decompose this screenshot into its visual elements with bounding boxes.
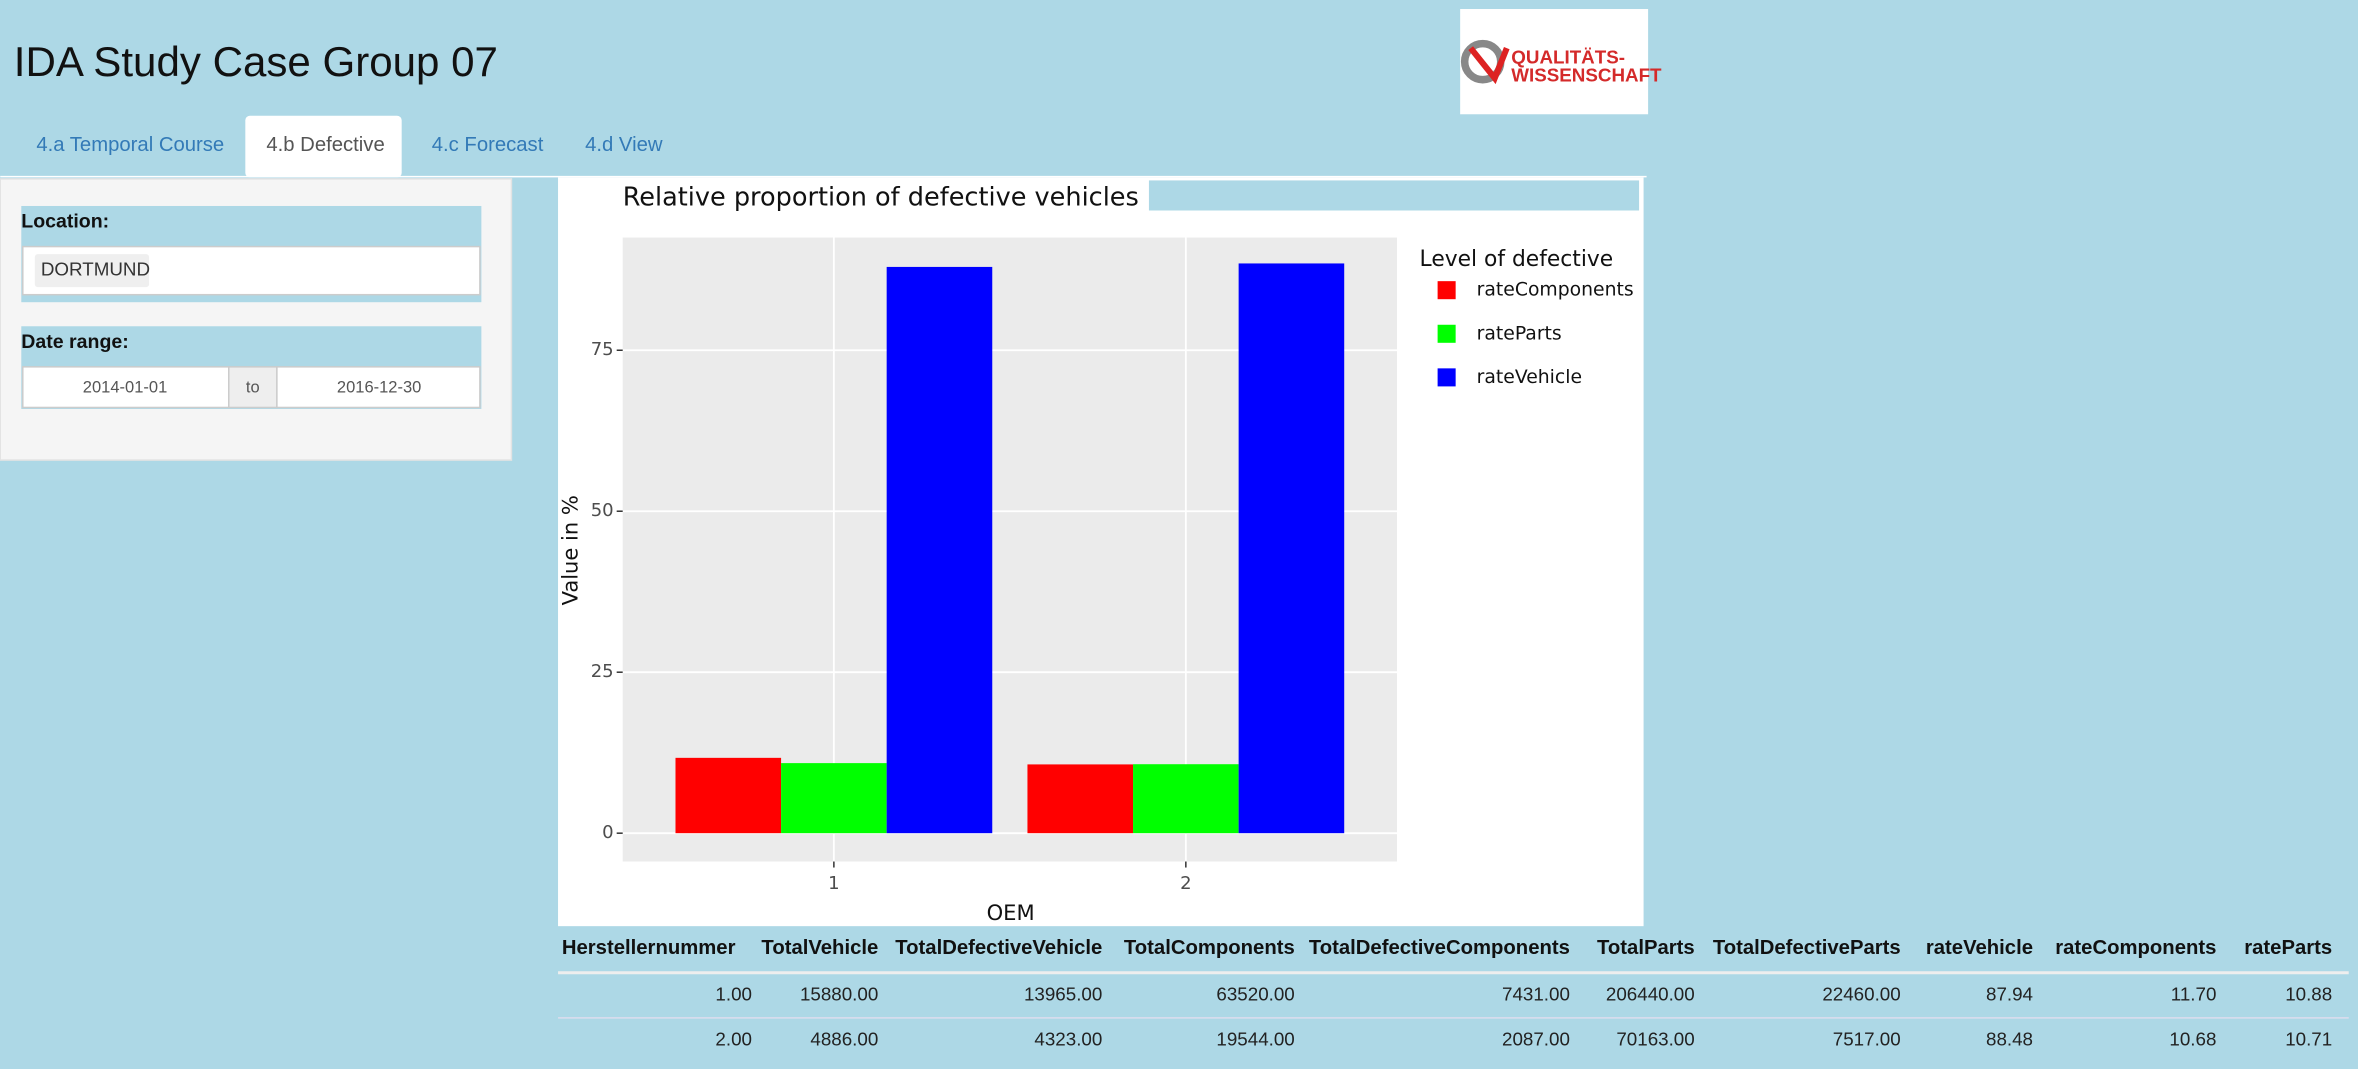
y-tick-label: 75 (591, 339, 614, 360)
cell: 206440.00 (1606, 983, 1695, 1004)
cell: 63520.00 (1216, 983, 1294, 1004)
cell: 1.00 (715, 983, 752, 1004)
logo-box (1460, 9, 1649, 115)
date-end-input[interactable] (276, 366, 481, 409)
x-axis-title: OEM (987, 900, 1035, 925)
y-tick-label: 0 (602, 822, 613, 843)
logo: QUALITÄTS- WISSENSCHAFT (1460, 9, 1662, 115)
cell: 70163.00 (1616, 1028, 1694, 1049)
bar (886, 266, 993, 834)
bar (781, 763, 887, 834)
logo-text: QUALITÄTS- (1511, 47, 1625, 68)
tab[interactable]: 4.b Defective (266, 134, 384, 156)
legend-key (1437, 324, 1456, 343)
cell: 2.00 (715, 1028, 752, 1049)
cell: 7431.00 (1502, 983, 1570, 1004)
column-header: rateComponents (2055, 937, 2216, 959)
tab[interactable]: 4.d View (585, 134, 663, 156)
date-sep: to (246, 377, 260, 396)
column-header: TotalComponents (1124, 937, 1295, 959)
chart: Relative proportion of defective vehicle… (558, 177, 1644, 927)
tab[interactable]: 4.c Forecast (432, 134, 544, 156)
tabs: 4.a Temporal Course 4.b Defective 4.c Fore… (36, 115, 663, 178)
legend-label: rateVehicle (1477, 367, 1582, 388)
location-tag[interactable] (34, 254, 150, 288)
data-table: Herstellernummer TotalVehicle TotalDefecti… (558, 937, 2349, 1049)
field-label: Date range: (21, 331, 128, 353)
cell: 88.48 (1986, 1028, 2033, 1049)
cell: 10.88 (2285, 983, 2332, 1004)
legend-label: rateComponents (1477, 280, 1634, 301)
column-header: TotalParts (1597, 937, 1695, 959)
overlay-strip (1148, 180, 1640, 211)
column-header: TotalVehicle (761, 937, 878, 959)
x-tick-label: 1 (828, 873, 839, 894)
chart-title: Relative proportion of defective vehicle… (623, 182, 1139, 212)
field-label: Location: (21, 211, 109, 233)
date-start: 2014-01-01 (83, 377, 167, 396)
legend-key (1437, 368, 1456, 387)
bar (1238, 263, 1345, 834)
column-header: TotalDefectiveParts (1713, 937, 1901, 959)
bar (1027, 764, 1134, 834)
cell: 10.68 (2169, 1028, 2216, 1049)
tab[interactable]: 4.a Temporal Course (36, 134, 224, 156)
x-tick-label: 2 (1180, 873, 1191, 894)
column-header: rateVehicle (1926, 937, 2033, 959)
date-separator (228, 366, 278, 409)
location-value: DORTMUND (41, 259, 150, 280)
cell: 4323.00 (1034, 1028, 1102, 1049)
column-header: TotalDefectiveVehicle (895, 937, 1102, 959)
cell: 19544.00 (1216, 1028, 1294, 1049)
date-end: 2016-12-30 (337, 377, 421, 396)
y-axis-title: Value in % (558, 495, 583, 605)
legend-key (1437, 281, 1456, 300)
cell: 15880.00 (800, 983, 878, 1004)
tab-active[interactable] (245, 115, 402, 178)
cell: 22460.00 (1822, 983, 1900, 1004)
column-header: Herstellernummer (562, 937, 736, 959)
date-start-input[interactable] (22, 366, 230, 409)
cell: 87.94 (1986, 983, 2033, 1004)
cell: 7517.00 (1833, 1028, 1901, 1049)
y-tick-label: 50 (591, 500, 614, 521)
bar (675, 757, 782, 834)
logo-icon (1468, 46, 1510, 85)
app-title: IDA Study Case Group 07 (14, 38, 498, 85)
legend-label: rateParts (1477, 323, 1562, 344)
cell: 13965.00 (1024, 983, 1102, 1004)
column-header: TotalDefectiveComponents (1309, 937, 1570, 959)
cell: 2087.00 (1502, 1028, 1570, 1049)
logo-text: WISSENSCHAFT (1511, 65, 1662, 86)
cell: 11.70 (2171, 983, 2217, 1004)
bar (1133, 764, 1239, 834)
cell: 10.71 (2285, 1028, 2332, 1049)
y-tick-label: 25 (591, 661, 614, 682)
cell: 4886.00 (810, 1028, 878, 1049)
sidebar: Location: DORTMUND Date range: 2014-01-0… (0, 178, 513, 461)
column-header: rateParts (2244, 937, 2332, 959)
legend-title: Level of defective (1420, 247, 1614, 272)
